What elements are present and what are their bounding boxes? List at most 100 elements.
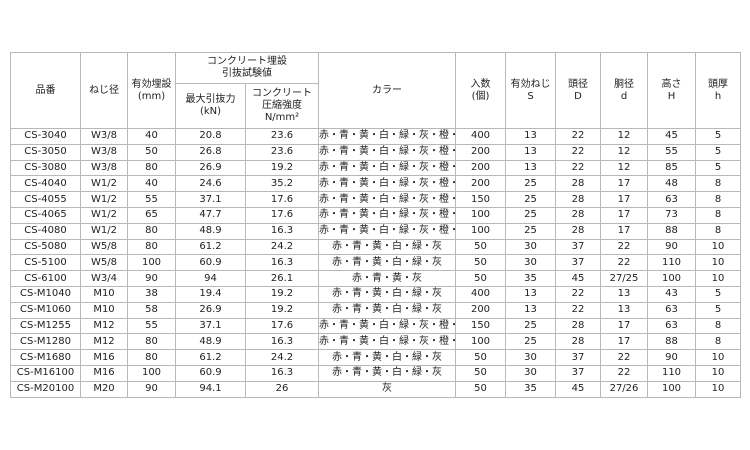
header-line: 有効埋設 xyxy=(131,78,172,90)
cell: 赤・青・黄・白・緑・灰・橙・桃 xyxy=(318,128,456,145)
cell: 赤・青・黄・白・緑・灰 xyxy=(318,285,456,303)
cell: W3/8 xyxy=(80,143,128,161)
cell: 27/25 xyxy=(600,270,648,287)
cell: W5/8 xyxy=(80,254,128,272)
cell: CS-5100 xyxy=(10,254,81,272)
cell: 110 xyxy=(647,254,696,272)
cell: 90 xyxy=(127,270,176,287)
data-row: CS-4040 W1/2 40 24.6 35.2 赤・青・黄・白・緑・灰・橙・桃 200 2… xyxy=(10,175,741,193)
column-header: 頭厚 h xyxy=(695,52,741,129)
cell: 22 xyxy=(600,349,648,366)
cell: 100 xyxy=(647,270,696,287)
cell: CS-4040 xyxy=(10,175,81,193)
cell: 5 xyxy=(695,128,741,145)
cell: 22 xyxy=(555,143,601,161)
cell: 17.6 xyxy=(245,206,319,224)
cell: CS-4065 xyxy=(10,206,81,224)
cell: 17 xyxy=(600,317,648,335)
cell: 38 xyxy=(127,285,176,303)
cell: 55 xyxy=(127,317,176,335)
cell: 35.2 xyxy=(245,175,319,193)
cell: 28 xyxy=(555,175,601,193)
cell: W1/2 xyxy=(80,206,128,224)
cell: 47.7 xyxy=(175,206,246,224)
cell: 55 xyxy=(647,143,696,161)
cell: 200 xyxy=(455,143,506,161)
data-row: CS-5100 W5/8 100 60.9 16.3 赤・青・黄・白・緑・灰 50 30 37 2… xyxy=(10,254,741,272)
column-header: 品番 xyxy=(10,52,81,129)
cell: 8 xyxy=(695,191,741,208)
cell: 13 xyxy=(505,301,556,319)
cell: 赤・青・黄・白・緑・灰・橙・桃 xyxy=(318,175,456,193)
cell: 60.9 xyxy=(175,364,246,382)
cell: 100 xyxy=(127,364,176,382)
cell: 63 xyxy=(647,191,696,208)
column-header: カラー xyxy=(318,52,456,129)
header-row: 最大引抜力 (kN) コンクリート 圧縮強度 N/mm² xyxy=(11,83,741,129)
cell: 48 xyxy=(647,175,696,193)
cell: 16.3 xyxy=(245,254,319,272)
cell: W3/8 xyxy=(80,159,128,177)
cell: 13 xyxy=(505,285,556,303)
cell: 400 xyxy=(455,285,506,303)
cell: 30 xyxy=(505,364,556,382)
cell: 22 xyxy=(555,285,601,303)
data-row: CS-M1255 M12 55 37.1 17.6 赤・青・黄・白・緑・灰・橙・桃 150 2… xyxy=(10,317,741,335)
cell: W3/4 xyxy=(80,270,128,287)
cell: W3/8 xyxy=(80,128,128,145)
cell: 63 xyxy=(647,317,696,335)
column-header: 有効ねじ S xyxy=(505,52,556,129)
data-row: CS-M1040 M10 38 19.4 19.2 赤・青・黄・白・緑・灰 400 13 22 1… xyxy=(10,285,741,303)
cell: 110 xyxy=(647,364,696,382)
cell: 43 xyxy=(647,285,696,303)
header-line: 入数 xyxy=(470,78,491,90)
cell: CS-M1060 xyxy=(10,301,81,319)
cell: 37 xyxy=(555,238,601,256)
cell: 100 xyxy=(455,206,506,224)
cell: 26.9 xyxy=(175,301,246,319)
cell: 35 xyxy=(505,270,556,287)
cell: 赤・青・黄・白・緑・灰・橙・桃 xyxy=(318,206,456,224)
cell: 16.3 xyxy=(245,222,319,240)
cell: 40 xyxy=(127,128,176,145)
data-row: CS-3050 W3/8 50 26.8 23.6 赤・青・黄・白・緑・灰・橙・桃 200 1… xyxy=(10,143,741,161)
header-line: S xyxy=(527,90,534,102)
cell: CS-3040 xyxy=(10,128,81,145)
cell: 58 xyxy=(127,301,176,319)
cell: 30 xyxy=(505,349,556,366)
cell: 26 xyxy=(245,380,319,398)
cell: 10 xyxy=(695,349,741,366)
cell: W5/8 xyxy=(80,238,128,256)
cell: M20 xyxy=(80,380,128,398)
cell: 30 xyxy=(505,254,556,272)
cell: 48.9 xyxy=(175,333,246,351)
cell: 26.8 xyxy=(175,143,246,161)
column-header: コンクリート 圧縮強度 N/mm² xyxy=(245,83,319,129)
cell: 37 xyxy=(555,364,601,382)
cell: 赤・青・黄・白・緑・灰 xyxy=(318,349,456,366)
cell: 60.9 xyxy=(175,254,246,272)
cell: 100 xyxy=(127,254,176,272)
cell: 22 xyxy=(555,301,601,319)
data-row: CS-4055 W1/2 55 37.1 17.6 赤・青・黄・白・緑・灰・橙・桃 150 2… xyxy=(10,191,741,208)
header-line: (個) xyxy=(471,90,490,102)
data-row: CS-4080 W1/2 80 48.9 16.3 赤・青・黄・白・緑・灰・橙・桃 100 2… xyxy=(10,222,741,240)
cell: 22 xyxy=(555,128,601,145)
cell: 28 xyxy=(555,317,601,335)
cell: 80 xyxy=(127,238,176,256)
header-line: D xyxy=(574,90,582,102)
cell: 80 xyxy=(127,349,176,366)
data-row: CS-M16100 M16 100 60.9 16.3 赤・青・黄・白・緑・灰 50 30 37… xyxy=(10,364,741,382)
cell: 8 xyxy=(695,206,741,224)
header-line: 最大引抜力 xyxy=(185,94,236,105)
header-line: コンクリート xyxy=(252,88,312,99)
cell: 23.6 xyxy=(245,128,319,145)
cell: 100 xyxy=(647,380,696,398)
cell: 26.1 xyxy=(245,270,319,287)
header-line: (mm) xyxy=(137,90,166,102)
data-row: CS-3040 W3/8 40 20.8 23.6 赤・青・黄・白・緑・灰・橙・桃 400 1… xyxy=(10,128,741,145)
cell: 22 xyxy=(600,364,648,382)
cell: W1/2 xyxy=(80,191,128,208)
cell: 45 xyxy=(647,128,696,145)
cell: 150 xyxy=(455,191,506,208)
